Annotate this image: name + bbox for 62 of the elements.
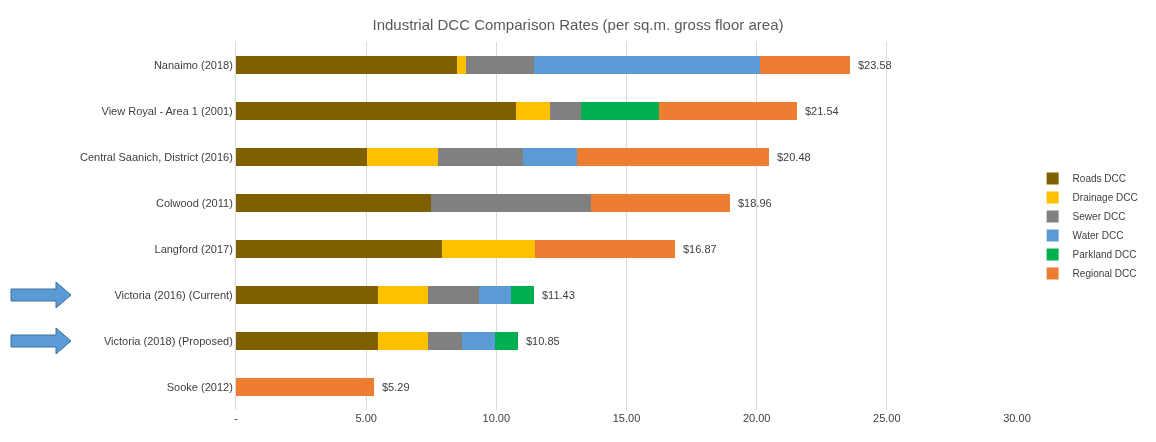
total-label: $5.29	[382, 381, 410, 393]
legend-label: Drainage DCC	[1072, 192, 1138, 204]
bar	[478, 285, 511, 305]
y-tick-label: Langford (2017)	[154, 242, 233, 255]
x-tick-label: -	[234, 412, 239, 424]
total-label: $21.54	[805, 105, 839, 117]
bar	[236, 285, 378, 305]
y-tick-label: Victoria (2016) (Current)	[114, 288, 233, 301]
legend-label: Regional DCC	[1072, 268, 1137, 280]
bar	[759, 55, 850, 75]
legend-label: Sewer DCC	[1072, 211, 1126, 223]
bar	[658, 101, 797, 121]
legend-label: Roads DCC	[1072, 173, 1126, 185]
legend-label: Parkland DCC	[1072, 249, 1137, 261]
bar	[590, 193, 730, 213]
y-tick-label: Sooke (2012)	[166, 380, 233, 393]
y-tick-label: Central Saanich, District (2016)	[79, 150, 233, 163]
bar	[522, 147, 578, 167]
bar	[428, 285, 479, 305]
x-tick-label: 5.00	[355, 412, 377, 424]
bar	[580, 101, 659, 121]
bar	[377, 285, 429, 305]
bar	[438, 147, 523, 167]
chart-title: Industrial DCC Comparison Rates (per sq.m. gross floor area)	[372, 16, 784, 34]
bar	[466, 55, 535, 75]
bar	[367, 147, 439, 167]
bar	[236, 377, 374, 397]
bar	[456, 55, 467, 75]
bar	[431, 193, 591, 213]
y-tick-label: Colwood (2011)	[155, 196, 233, 209]
total-label: $20.48	[777, 151, 811, 163]
bar	[428, 331, 463, 351]
bar	[236, 239, 442, 259]
bar	[534, 55, 760, 75]
bar	[236, 101, 516, 121]
bar	[236, 331, 378, 351]
y-tick-label: Nanaimo (2018)	[153, 58, 233, 71]
bar	[535, 239, 676, 259]
x-tick-label: 10.00	[482, 412, 511, 424]
total-label: $16.87	[683, 243, 717, 255]
x-tick-label: 30.00	[1003, 412, 1031, 424]
bar	[549, 101, 581, 121]
bar	[236, 193, 432, 213]
bar	[510, 285, 534, 305]
x-tick-label: 20.00	[742, 412, 771, 424]
bar	[577, 147, 770, 167]
x-tick-label: 15.00	[612, 412, 641, 424]
bar	[236, 147, 368, 167]
bar	[462, 331, 495, 351]
bar	[236, 55, 457, 75]
total-label: $23.58	[858, 59, 892, 71]
y-tick-label: Victoria (2018) (Proposed)	[103, 334, 233, 347]
x-tick-label: 25.00	[873, 412, 901, 424]
total-label: $10.85	[526, 335, 560, 347]
bar	[494, 331, 519, 351]
bar	[515, 101, 550, 121]
total-label: $18.96	[738, 197, 772, 209]
y-tick-label: View Royal - Area 1 (2001)	[101, 104, 233, 117]
bar	[441, 239, 536, 259]
total-label: $11.43	[542, 289, 575, 301]
bar	[377, 331, 429, 351]
legend-label: Water DCC	[1072, 230, 1124, 242]
